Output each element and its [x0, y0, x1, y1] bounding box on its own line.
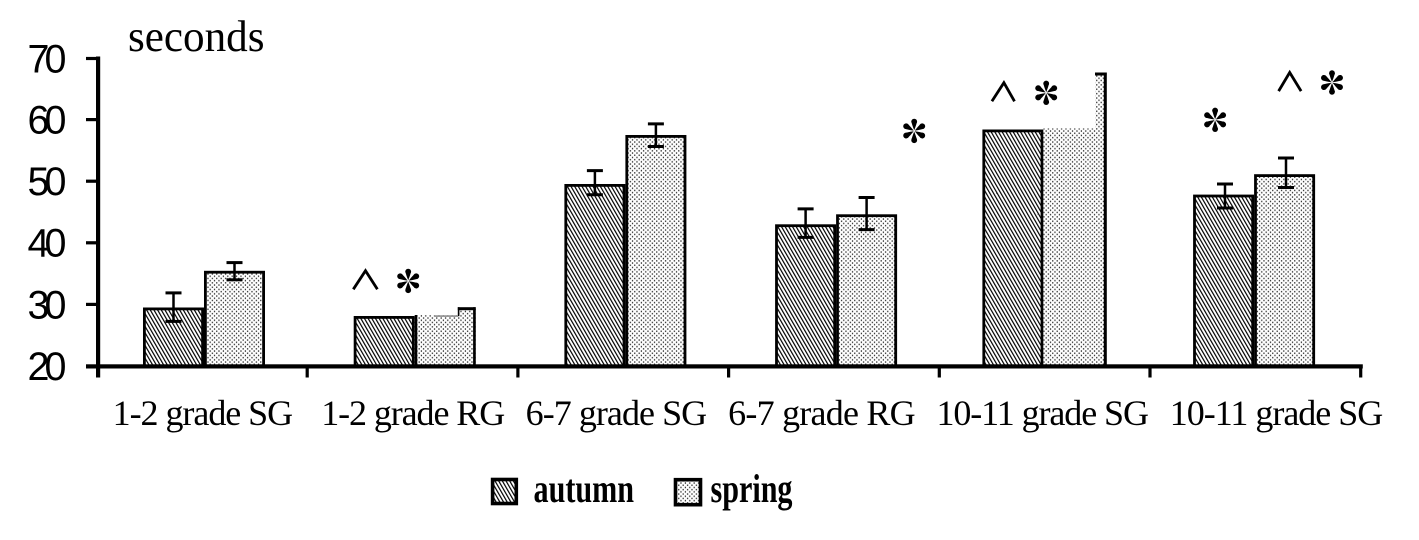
svg-text:1-2 grade RG: 1-2 grade RG — [321, 393, 505, 433]
svg-text:1-2 grade SG: 1-2 grade SG — [113, 393, 294, 433]
svg-text:spring: spring — [711, 466, 793, 511]
svg-text:30: 30 — [28, 283, 67, 327]
svg-text:40: 40 — [28, 222, 67, 266]
svg-text:6-7 grade RG: 6-7 grade RG — [728, 393, 916, 433]
svg-text:50: 50 — [28, 160, 67, 204]
svg-text:20: 20 — [28, 345, 67, 389]
svg-text:60: 60 — [28, 99, 67, 143]
svg-text:10-11 grade SG: 10-11 grade SG — [936, 393, 1149, 433]
svg-text:6-7 grade SG: 6-7 grade SG — [526, 393, 708, 433]
svg-text:70: 70 — [28, 37, 67, 81]
svg-text:seconds: seconds — [128, 12, 265, 61]
svg-text:10-11 grade SG: 10-11 grade SG — [1170, 393, 1384, 433]
svg-text:autumn: autumn — [534, 466, 635, 511]
